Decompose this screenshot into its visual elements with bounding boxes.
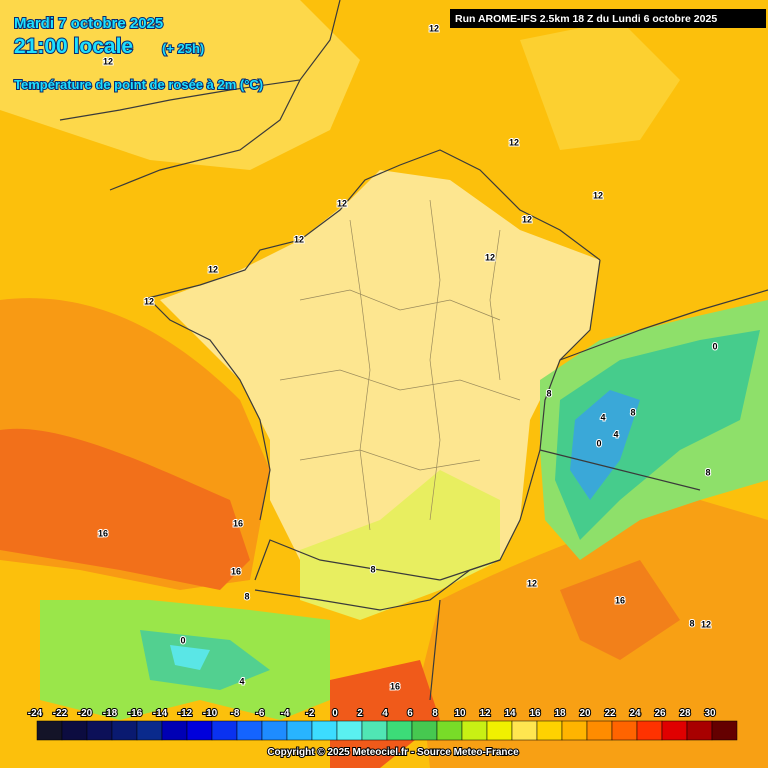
scale-label: -6	[256, 708, 265, 719]
contour-label: 12	[294, 234, 304, 244]
scale-label: 14	[504, 708, 516, 719]
contour-label: 12	[103, 56, 113, 66]
scale-label: 20	[579, 708, 591, 719]
color-swatch	[511, 720, 538, 741]
color-swatch	[361, 720, 388, 741]
contour-label: 4	[600, 412, 605, 422]
color-swatch	[111, 720, 138, 741]
color-swatch	[611, 720, 638, 741]
scale-label: 0	[332, 708, 338, 719]
scale-label: -14	[153, 708, 168, 719]
color-swatch	[636, 720, 663, 741]
scale-label: 10	[454, 708, 466, 719]
contour-label: 12	[429, 23, 439, 33]
contour-label: 0	[180, 635, 185, 645]
contour-label: 16	[233, 518, 243, 528]
scale-label: -18	[103, 708, 118, 719]
copyright: Copyright © 2025 Meteociel.fr - Source M…	[267, 747, 519, 758]
contour-label: 16	[231, 566, 241, 576]
scale-label: 12	[479, 708, 491, 719]
color-swatch	[586, 720, 613, 741]
scale-label: 22	[604, 708, 616, 719]
contour-label: 12	[144, 296, 154, 306]
contour-label: 12	[593, 190, 603, 200]
color-swatch	[136, 720, 163, 741]
contour-label: 8	[689, 618, 694, 628]
color-swatch	[211, 720, 238, 741]
color-swatch	[411, 720, 438, 741]
color-swatch	[61, 720, 88, 741]
scale-label: -16	[128, 708, 143, 719]
contour-label: 8	[546, 388, 551, 398]
color-swatch	[711, 720, 738, 741]
scale-label: 30	[704, 708, 716, 719]
color-swatch	[86, 720, 113, 741]
scale-label: 8	[432, 708, 438, 719]
contour-label: 12	[701, 619, 711, 629]
color-swatch	[686, 720, 713, 741]
contour-label: 16	[390, 681, 400, 691]
header: Mardi 7 octobre 2025 21:00 locale (+ 25h…	[13, 9, 766, 93]
borders	[59, 0, 768, 701]
contour-label: 16	[615, 595, 625, 605]
contour-label: 4	[613, 429, 618, 439]
contour-label: 0	[596, 438, 601, 448]
scale-label: -8	[231, 708, 240, 719]
color-scale: -24 -22 -20 -18 -16 -14 -12 -10 -8 -6 -4 -2 0 2 4 6 8 10 1…	[27, 707, 738, 741]
color-swatch	[186, 720, 213, 741]
contour-label: 12	[522, 214, 532, 224]
contour-label: 8	[244, 591, 249, 601]
contour-label: 4	[239, 676, 244, 686]
contour-label: 8	[705, 467, 710, 477]
scale-label: -2	[306, 708, 315, 719]
contour-label: 12	[527, 578, 537, 588]
color-swatch	[536, 720, 563, 741]
color-swatch	[286, 720, 313, 741]
contour-label: 8	[630, 407, 635, 417]
contour-label: 8	[370, 564, 375, 574]
color-swatch	[386, 720, 413, 741]
scale-label: -12	[178, 708, 193, 719]
scale-label: -20	[78, 708, 93, 719]
run-info-box	[450, 9, 766, 28]
forecast-date: Mardi 7 octobre 2025	[14, 15, 163, 32]
contour-label: 12	[509, 137, 519, 147]
forecast-offset: (+ 25h)	[162, 41, 204, 56]
color-swatch	[661, 720, 688, 741]
contour-label: 0	[712, 341, 717, 351]
scale-label: 4	[382, 708, 388, 719]
color-swatch	[36, 720, 63, 741]
scale-label: 16	[529, 708, 541, 719]
contour-label: 16	[98, 528, 108, 538]
run-info: Run AROME-IFS 2.5km 18 Z du Lundi 6 octo…	[455, 13, 717, 25]
contour-label: 12	[485, 252, 495, 262]
contour-labels: 1212121212121212121208844081616168812168…	[97, 22, 719, 692]
color-swatch	[436, 720, 463, 741]
scale-label: 26	[654, 708, 666, 719]
scale-label: 18	[554, 708, 566, 719]
contour-label: 12	[208, 264, 218, 274]
color-swatch	[261, 720, 288, 741]
scale-label: -4	[281, 708, 290, 719]
color-swatch	[311, 720, 338, 741]
scale-label: 2	[357, 708, 363, 719]
scale-label: -24	[28, 708, 43, 719]
contour-label: 12	[337, 198, 347, 208]
parameter-title: Température de point de rosée à 2m (°C)	[14, 77, 263, 92]
color-swatch	[236, 720, 263, 741]
color-swatch	[561, 720, 588, 741]
scale-label: 6	[407, 708, 413, 719]
scale-label: 24	[629, 708, 641, 719]
forecast-time: 21:00 locale	[14, 35, 133, 58]
color-swatch	[461, 720, 488, 741]
color-swatch	[161, 720, 188, 741]
scale-label: 28	[679, 708, 691, 719]
scale-label: -10	[203, 708, 218, 719]
scale-label: -22	[53, 708, 68, 719]
color-swatch	[336, 720, 363, 741]
color-swatch	[486, 720, 513, 741]
